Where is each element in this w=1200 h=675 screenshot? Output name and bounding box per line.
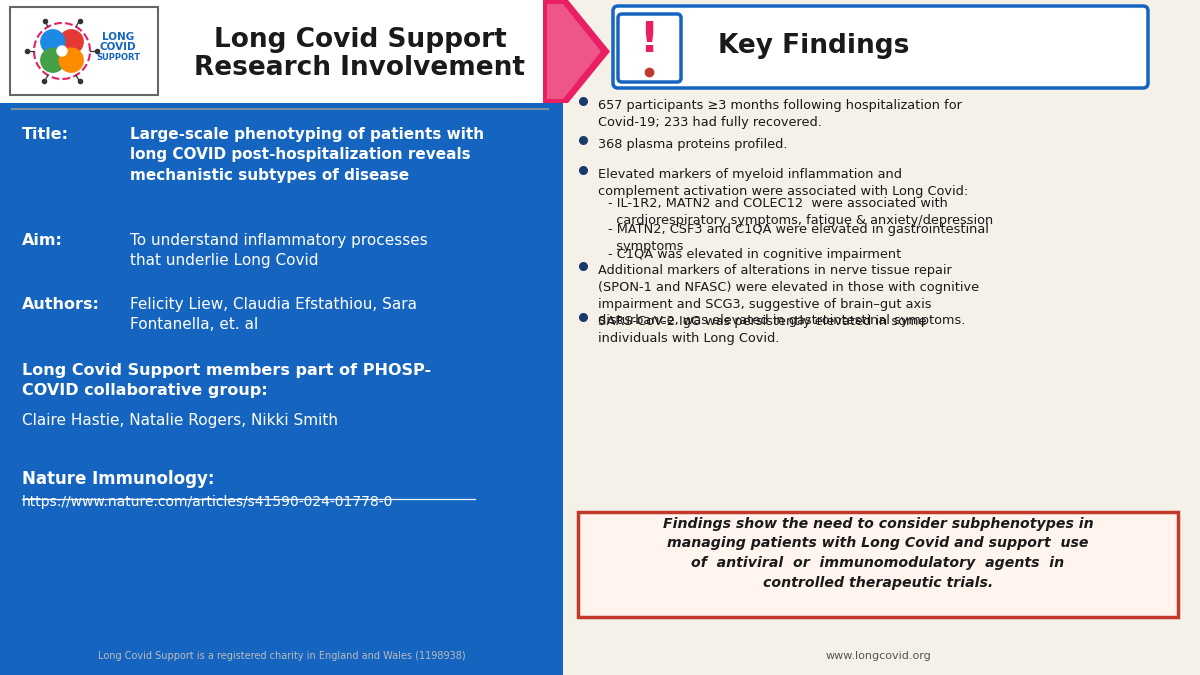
Text: Additional markers of alterations in nerve tissue repair
(SPON-1 and NFASC) were: Additional markers of alterations in ner… [598,264,979,327]
Text: Long Covid Support members part of PHOSP-
COVID collaborative group:: Long Covid Support members part of PHOSP… [22,363,431,398]
Text: Nature Immunology:: Nature Immunology: [22,470,215,488]
Text: COVID: COVID [100,42,137,52]
FancyBboxPatch shape [613,6,1148,88]
FancyBboxPatch shape [0,0,563,675]
Text: Findings show the need to consider subphenotypes in
managing patients with Long : Findings show the need to consider subph… [662,517,1093,589]
Text: 368 plasma proteins profiled.: 368 plasma proteins profiled. [598,138,787,151]
Text: Long Covid Support is a registered charity in England and Wales (1198938): Long Covid Support is a registered chari… [98,651,466,661]
Circle shape [58,46,67,56]
Text: LONG: LONG [102,32,134,42]
Text: Key Findings: Key Findings [718,33,910,59]
Text: Title:: Title: [22,127,70,142]
Text: To understand inflammatory processes
that underlie Long Covid: To understand inflammatory processes tha… [130,233,427,269]
Text: 657 participants ≥3 months following hospitalization for
Covid-19; 233 had fully: 657 participants ≥3 months following hos… [598,99,962,129]
Polygon shape [547,4,601,99]
FancyBboxPatch shape [578,512,1178,617]
Text: https://www.nature.com/articles/s41590-024-01778-0: https://www.nature.com/articles/s41590-0… [22,495,394,509]
Text: !: ! [640,19,659,61]
Text: Research Involvement: Research Involvement [194,55,526,81]
Circle shape [41,30,65,54]
Polygon shape [542,0,610,103]
Text: Elevated markers of myeloid inflammation and
complement activation were associat: Elevated markers of myeloid inflammation… [598,168,968,198]
Text: Felicity Liew, Claudia Efstathiou, Sara
Fontanella, et. al: Felicity Liew, Claudia Efstathiou, Sara … [130,297,418,332]
Text: - MATN2, CSF3 and C1QA were elevated in gastrointestinal
  symptoms: - MATN2, CSF3 and C1QA were elevated in … [608,223,989,253]
Text: SUPPORT: SUPPORT [96,53,140,61]
Polygon shape [0,0,586,103]
Text: Aim:: Aim: [22,233,62,248]
Circle shape [59,48,83,72]
Text: Long Covid Support: Long Covid Support [214,27,506,53]
FancyBboxPatch shape [10,7,158,95]
Text: SARS-CoV-2 IgG was persistently elevated in some
individuals with Long Covid.: SARS-CoV-2 IgG was persistently elevated… [598,315,926,345]
FancyBboxPatch shape [563,0,1200,675]
Text: www.longcovid.org: www.longcovid.org [826,651,931,661]
FancyBboxPatch shape [618,14,682,82]
Text: - IL-1R2, MATN2 and COLEC12  were associated with
  cardiorespiratory symptoms, : - IL-1R2, MATN2 and COLEC12 were associa… [608,197,994,227]
Text: Authors:: Authors: [22,297,100,312]
Text: Claire Hastie, Natalie Rogers, Nikki Smith: Claire Hastie, Natalie Rogers, Nikki Smi… [22,413,338,428]
Text: - C1QA was elevated in cognitive impairment: - C1QA was elevated in cognitive impairm… [608,248,901,261]
Text: Large-scale phenotyping of patients with
long COVID post-hospitalization reveals: Large-scale phenotyping of patients with… [130,127,484,183]
Circle shape [59,30,83,54]
Circle shape [41,48,65,72]
